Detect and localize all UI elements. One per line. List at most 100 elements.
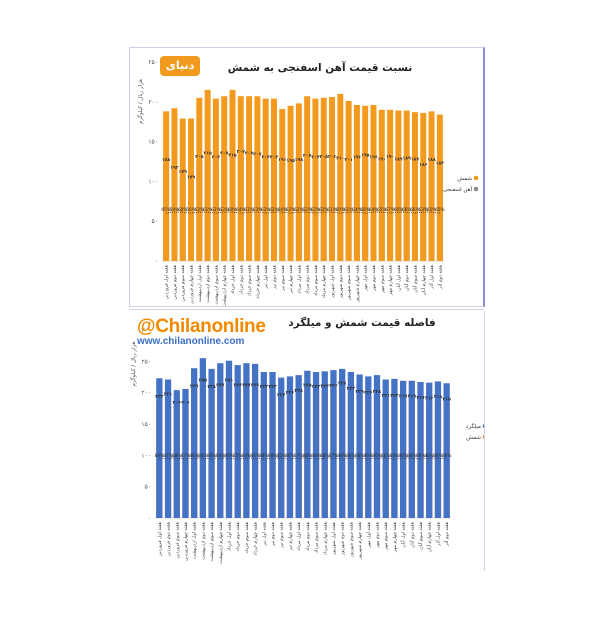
chart-1-xtick: هفته سوم آبان (418, 521, 424, 549)
chart-0-xtick: هفته چهارم اردیبهشت (223, 264, 228, 306)
bar-0-base (378, 109, 385, 261)
data-label-1-total: ۲۳۳ (347, 386, 356, 392)
data-label-1-total: ۲۵۱ (225, 377, 233, 383)
chart-1-xtick: هفته سوم فروردین (175, 521, 180, 558)
data-label-0-total: ۲۰۷ (237, 149, 246, 155)
chart-0-xtick: هفته چهارم مرداد (322, 264, 327, 298)
panel-divider (129, 309, 484, 310)
bar-0-base (295, 103, 302, 261)
chart-0-ytick: ۱۵۰ (148, 139, 158, 146)
data-label-1-ratio: 86% (381, 453, 391, 459)
data-label-1-ratio: 86% (407, 453, 417, 459)
data-label-1-ratio: 86% (224, 453, 234, 459)
data-label-1-ratio: 86% (364, 453, 374, 459)
data-label-1-total: ۲۱۵ (442, 397, 451, 403)
chart-1-xtick: هفته سوم شهریور (349, 521, 354, 558)
data-label-1-ratio: 87% (181, 453, 191, 459)
data-label-1-ratio: 86% (207, 453, 217, 459)
bar-1-base (191, 368, 198, 518)
bar-0-base (171, 108, 178, 261)
data-label-0-ratio: 63% (418, 207, 428, 213)
logo-text: دنیای (165, 59, 195, 72)
chart-0-xtick: هفته دوم مهر (372, 264, 377, 291)
data-label-0-ratio: 66% (360, 207, 370, 213)
chart-0-xtick: هفته اول فروردین (165, 264, 170, 299)
data-label-0-total: ۲۰۵ (195, 154, 204, 160)
data-label-1-total: ۲۳۵ (303, 382, 312, 388)
chart-1-ytick: ۰ (148, 515, 151, 522)
data-label-0-total: ۲۰۴ (261, 155, 270, 161)
data-label-0-ratio: 64% (352, 207, 362, 213)
data-label-0-total: ۱۹۰ (378, 157, 386, 162)
data-label-1-total: ۲۲۶ (364, 390, 373, 396)
data-label-1-ratio: 88% (311, 453, 321, 459)
data-label-1-total: ۲۰۶ (181, 400, 190, 406)
data-label-0-ratio: 61% (327, 207, 337, 213)
data-label-0-total: ۱۹۵ (286, 159, 295, 164)
bar-0-base (196, 97, 203, 261)
bar-0-base (428, 111, 435, 261)
bar-1-base (260, 371, 267, 518)
data-label-1-total: ۲۲۹ (355, 389, 364, 395)
bar-1-base (382, 379, 389, 518)
data-label-1-total: ۲۴۷ (216, 382, 225, 388)
chart-1-title: فاصله قیمت شمش و میلگرد (288, 316, 436, 329)
data-label-1-total: ۲۲۲ (390, 393, 399, 399)
chart-1-xtick: هفته چهارم خرداد (254, 521, 259, 555)
data-label-1-ratio: 86% (433, 453, 443, 459)
bar-0-base (387, 109, 394, 261)
chart-1-xtick: هفته اول خرداد (228, 521, 233, 551)
chart-0-xtick: هفته اول شهریور (331, 264, 336, 298)
data-label-1-ratio: 86% (355, 453, 365, 459)
data-label-0-total: ۱۸۷ (411, 157, 420, 162)
data-label-1-total: ۲۴۴ (233, 382, 242, 388)
chart-1-xtick: هفته دوم خرداد (236, 521, 241, 551)
bar-1-base (234, 365, 241, 518)
chart-0-xtick: هفته اول خرداد (231, 264, 236, 294)
data-label-0-ratio: 66% (410, 207, 420, 213)
bar-1-base (365, 376, 372, 518)
chart-0-xtick: هفته سوم خرداد (248, 264, 253, 296)
chart-0-xtick: هفته سوم مهر (380, 264, 385, 293)
chart-1-xtick: هفته اول آذر (435, 521, 441, 546)
chart-0-xtick: هفته اول آذر (429, 264, 435, 289)
chart-0-xtick: هفته سوم تیر (281, 264, 286, 291)
bar-1-base (434, 381, 442, 518)
data-label-1-total: ۲۳۹ (190, 384, 199, 390)
bar-0-base (395, 110, 402, 261)
bar-1-base (243, 363, 250, 518)
data-label-1-ratio: 86% (398, 453, 408, 459)
data-label-0-ratio: 67% (385, 207, 395, 213)
chart-0-xtick: هفته دوم آذر (437, 264, 443, 290)
chart-1-xtick: هفته اول مهر (367, 521, 372, 548)
chart-1-xtick: هفته چهارم فروردین (184, 521, 189, 561)
data-label-1-total: ۲۲۳ (155, 394, 164, 400)
bar-1-base (356, 374, 363, 518)
chart-1-xtick: هفته سوم خرداد (245, 521, 250, 553)
data-label-1-total: ۲۱۹ (399, 394, 408, 400)
data-label-0-ratio: 60% (178, 207, 188, 213)
bar-1-base (417, 382, 424, 518)
data-label-1-ratio: 87% (294, 453, 304, 459)
bar-1-base (208, 368, 215, 518)
chart-1-xtick: هفته اول مرداد (297, 521, 302, 550)
data-label-0-ratio: 61% (344, 207, 354, 213)
data-label-1-total: ۲۲۶ (286, 390, 295, 396)
chart-0-xtick: هفته دوم شهریور (339, 264, 344, 299)
data-label-0-total: ۲۰۷ (253, 152, 262, 158)
chart-0-ytick: ۱۰۰ (148, 178, 158, 185)
data-label-1-total: ۲۲۱ (164, 392, 172, 398)
chart-0-xtick: هفته چهارم فروردین (190, 264, 195, 304)
data-label-1-total: ۲۲۱ (381, 393, 389, 399)
data-label-1-ratio: 84% (250, 453, 260, 459)
data-label-1-ratio: 88% (268, 453, 278, 459)
chart-0-xtick: هفته دوم آبان (404, 264, 410, 291)
chart-1-xtick: هفته چهارم مهر (393, 521, 398, 553)
chart-1-xtick: هفته چهارم آبان (427, 521, 433, 552)
bar-1-base (312, 371, 320, 518)
data-label-0-total: ۱۷۹ (179, 170, 188, 175)
chart-0-xtick: هفته چهارم تیر (289, 264, 294, 294)
data-label-0-ratio: 62% (311, 207, 321, 213)
bar-1-base (156, 378, 163, 518)
bar-1-base (399, 380, 407, 518)
